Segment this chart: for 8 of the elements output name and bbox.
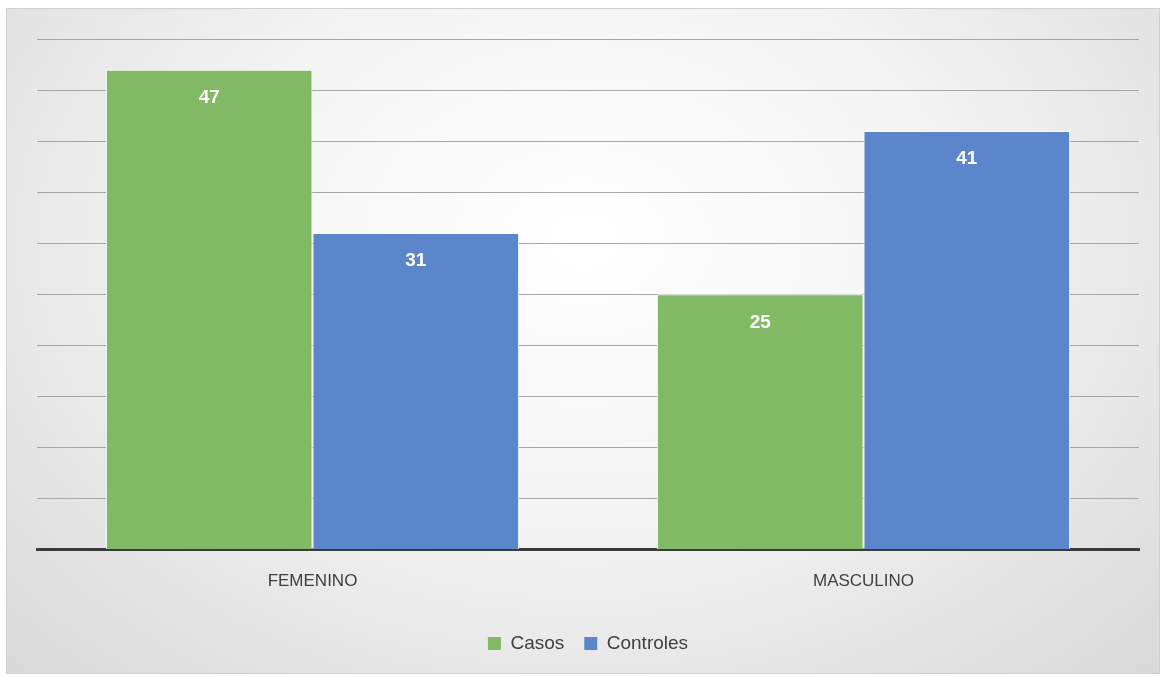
data-label: 31 [405, 249, 427, 271]
data-label: 25 [749, 310, 772, 332]
data-label: 41 [956, 147, 978, 169]
legend-label: Casos [510, 631, 565, 653]
x-tick-label: FEMENINO [267, 571, 358, 591]
legend-label: Controles [606, 631, 689, 653]
data-label: 47 [198, 85, 220, 107]
x-tick-label: MASCULINO [812, 571, 915, 591]
